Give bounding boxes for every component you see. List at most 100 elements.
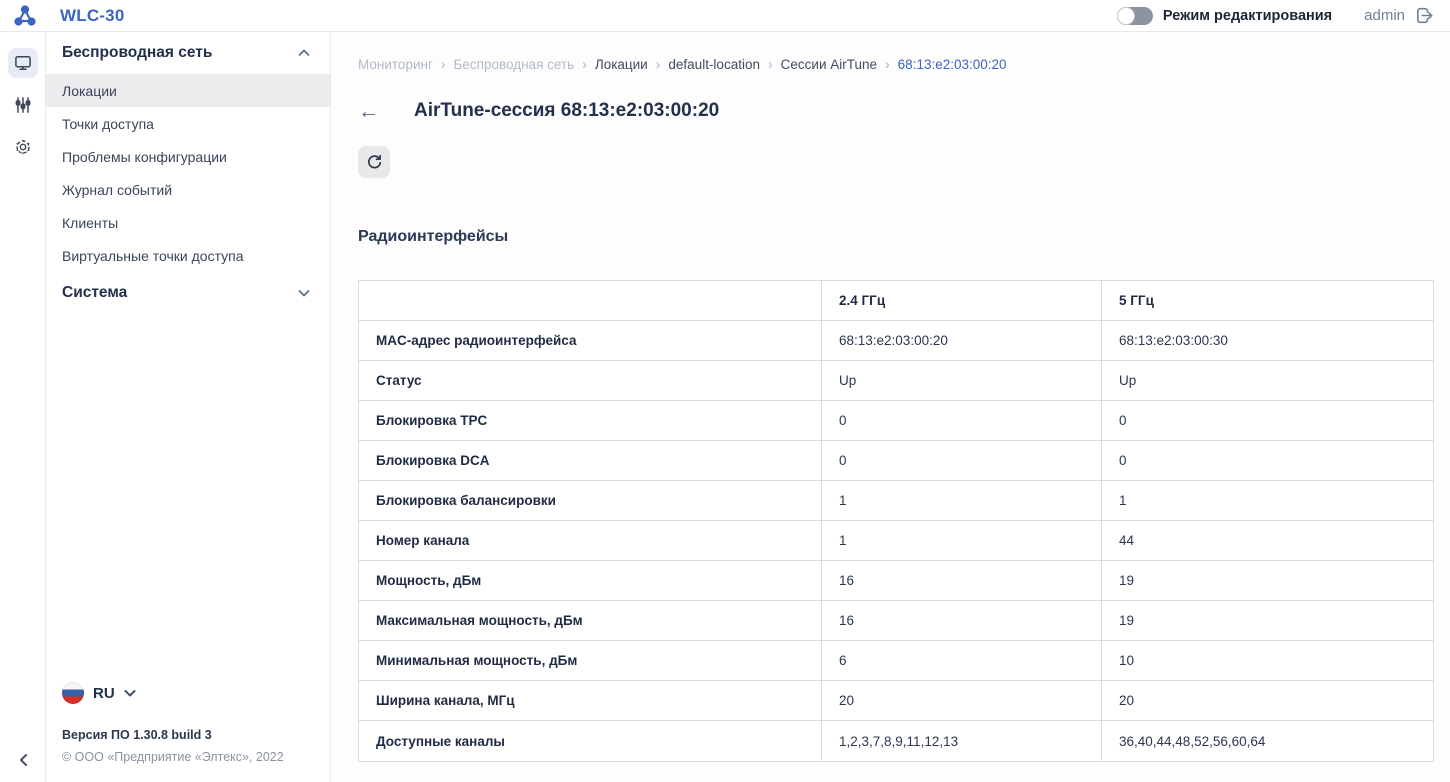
copyright: © ООО «Предприятие «Элтекс», 2022 [62,750,284,764]
row-value-5: 19 [1119,613,1135,628]
row-value-24: 0 [822,441,1102,480]
sidebar-item-config-problems[interactable]: Проблемы конфигурации [46,140,330,173]
rail-item-monitoring[interactable] [7,48,38,78]
breadcrumb-separator: › [885,56,890,72]
row-value-5: Up [1119,373,1137,388]
row-label: Статус [359,361,822,400]
row-label: Доступные каналы [359,721,822,761]
sliders-icon [13,95,33,115]
gear-icon [13,137,33,157]
breadcrumb-separator: › [440,56,446,72]
sidebar-item-label: Локации [62,82,117,99]
chevron-down-icon [124,689,136,697]
row-value-24: 16 [822,561,1102,600]
row-value-24: 68:13:e2:03:00:20 [822,321,1102,360]
sidebar-section-label: Система [62,284,128,301]
row-value-5: 1 [1119,493,1127,508]
sidebar-collapse-button[interactable] [0,752,46,768]
edit-mode-toggle[interactable] [1116,6,1153,25]
sidebar-item-label: Виртуальные точки доступа [62,247,244,264]
row-label: Блокировка TPC [359,401,822,440]
sidebar-item-label: Клиенты [62,214,119,231]
table-row: MAC-адрес радиоинтерфейса 68:13:e2:03:00… [359,321,1433,361]
table-row: Блокировка балансировки 1 1 [359,481,1433,521]
row-value-5: 0 [1119,453,1127,468]
row-label: Мощность, дБм [359,561,822,600]
header-cell-5ghz: 5 ГГц [1119,293,1154,308]
sidebar-item-label: Проблемы конфигурации [62,148,227,165]
chevron-left-icon [18,752,29,768]
breadcrumb-item[interactable]: default-location [668,56,760,72]
sidebar-item-virtual-aps[interactable]: Виртуальные точки доступа [46,239,330,272]
row-label: MAC-адрес радиоинтерфейса [359,321,822,360]
breadcrumb-item[interactable]: Сессии AirTune [780,56,877,72]
table-row: Номер канала 1 44 [359,521,1433,561]
row-value-5: 10 [1119,653,1135,668]
sidebar-item-access-points[interactable]: Точки доступа [46,107,330,140]
app-title: WLC-30 [60,5,125,25]
back-arrow-icon[interactable]: ← [358,99,379,123]
software-version: Версия ПО 1.30.8 build 3 [62,728,212,742]
table-row: Доступные каналы 1,2,3,7,8,9,11,12,13 36… [359,721,1433,761]
breadcrumb-item[interactable]: Беспроводная сеть [453,56,575,72]
table-row: Блокировка TPC 0 0 [359,401,1433,441]
sidebar-item-label: Журнал событий [62,181,173,198]
breadcrumb-separator: › [767,56,773,72]
row-value-5: 44 [1119,533,1135,548]
breadcrumb-item[interactable]: Локации [594,56,648,72]
row-value-24: 0 [822,401,1102,440]
row-value-24: 16 [822,601,1102,640]
row-value-24: Up [822,361,1102,400]
language-selector[interactable]: RU [62,682,314,704]
refresh-button[interactable] [358,146,390,178]
breadcrumb-separator: › [655,56,661,72]
row-label: Ширина канала, МГц [359,681,822,720]
header-cell-empty [359,281,822,320]
toggle-knob [1116,6,1135,25]
table-row: Статус Up Up [359,361,1433,401]
row-value-5: 19 [1119,573,1135,588]
sidebar-item-event-log[interactable]: Журнал событий [46,173,330,206]
sidebar-item-label: Точки доступа [62,115,154,132]
row-label: Блокировка балансировки [359,481,822,520]
row-value-24: 1 [822,521,1102,560]
russia-flag-icon [62,682,84,704]
breadcrumb: Мониторинг › Беспроводная сеть › Локации… [358,56,1434,72]
radio-interfaces-table: 2.4 ГГц 5 ГГц MAC-адрес радиоинтерфейса … [358,280,1434,762]
row-label: Номер канала [359,521,822,560]
sidebar-item-locations[interactable]: Локации [46,74,330,107]
sidebar: Беспроводная сеть Локации Точки доступа … [46,32,331,782]
eltex-logo-icon [12,3,38,29]
breadcrumb-separator: › [582,56,587,72]
row-label: Максимальная мощность, дБм [359,601,822,640]
row-value-5: 36,40,44,48,52,56,60,64 [1119,733,1266,749]
sidebar-section-system[interactable]: Система [46,272,330,314]
sidebar-footer: RU Версия ПО 1.30.8 build 3 © ООО «Предп… [46,682,330,782]
logout-icon[interactable] [1415,6,1434,25]
edit-mode-label: Режим редактирования [1162,7,1333,24]
row-value-5: 68:13:e2:03:00:30 [1119,333,1228,348]
chevron-down-icon [298,289,310,297]
rail-item-wireless[interactable] [8,90,38,120]
rail-item-settings[interactable] [8,132,38,162]
table-row: Минимальная мощность, дБм 6 10 [359,641,1433,681]
chevron-up-icon [298,49,310,57]
breadcrumb-item[interactable]: Мониторинг [358,56,433,72]
sidebar-section-label: Беспроводная сеть [62,44,213,61]
section-title: Радиоинтерфейсы [358,228,509,245]
main-content: Мониторинг › Беспроводная сеть › Локации… [331,32,1450,782]
refresh-icon [366,154,383,171]
row-value-24: 20 [822,681,1102,720]
page-title: AirTune-сессия 68:13:e2:03:00:20 [414,100,720,121]
row-label: Блокировка DCA [359,441,822,480]
user-name[interactable]: admin [1364,7,1405,24]
topbar: WLC-30 Режим редактирования admin [0,0,1450,32]
row-value-24: 1 [822,481,1102,520]
table-header-row: 2.4 ГГц 5 ГГц [359,281,1433,321]
breadcrumb-item-current[interactable]: 68:13:e2:03:00:20 [897,56,1007,72]
language-code: RU [93,684,115,702]
table-row: Мощность, дБм 16 19 [359,561,1433,601]
sidebar-item-clients[interactable]: Клиенты [46,206,330,239]
icon-rail [0,32,46,782]
sidebar-section-wireless[interactable]: Беспроводная сеть [46,32,330,74]
